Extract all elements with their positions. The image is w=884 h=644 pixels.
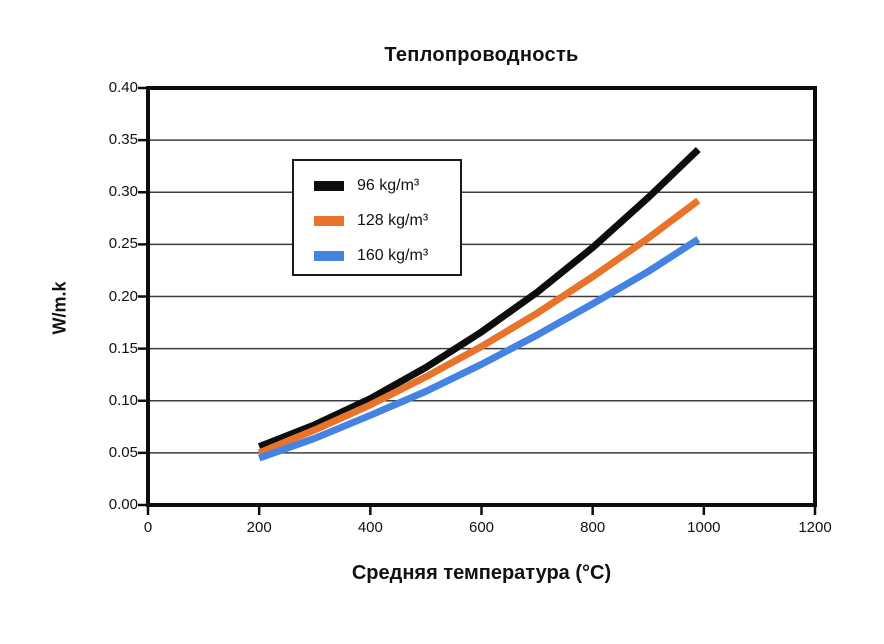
y-tick-label: 0.25 — [108, 235, 138, 253]
legend-row: 96 kg/m³ — [294, 168, 460, 203]
x-tick-label: 1000 — [687, 519, 721, 536]
y-tick-label: 0.05 — [108, 443, 138, 461]
legend-swatch-icon — [314, 250, 344, 261]
legend-label: 96 kg/m³ — [357, 176, 420, 194]
x-tick-label: 800 — [580, 519, 606, 536]
x-axis-title: Средняя температура (°C) — [351, 562, 612, 584]
x-tick-label: 1200 — [798, 519, 832, 536]
chart-title: Теплопроводность — [384, 44, 579, 66]
x-tick-label: 0 — [143, 519, 153, 536]
x-tick-label: 200 — [246, 519, 272, 536]
x-tick-label: 400 — [357, 519, 383, 536]
series-line-2 — [257, 197, 701, 457]
legend-swatch-icon — [314, 215, 344, 226]
legend-label: 160 kg/m³ — [357, 246, 429, 264]
y-tick-label: 0.30 — [108, 183, 138, 201]
y-tick-label: 0.10 — [108, 391, 138, 409]
legend-row: 128 kg/m³ — [294, 203, 460, 238]
legend: 96 kg/m³ 128 kg/m³ 160 kg/m³ — [292, 159, 462, 276]
y-tick-label: 0.20 — [108, 287, 138, 305]
legend-swatch-icon — [314, 180, 344, 191]
series-line-3 — [258, 236, 701, 462]
legend-label: 128 kg/m³ — [357, 211, 429, 229]
y-tick-label: 0.40 — [108, 79, 138, 96]
series-line-1 — [257, 146, 701, 450]
y-axis-title: W/m.k — [49, 281, 70, 335]
y-tick-label: 0.35 — [108, 131, 138, 149]
y-tick-label: 0.15 — [108, 339, 138, 357]
y-tick-label: 0.00 — [108, 496, 138, 513]
legend-row: 160 kg/m³ — [294, 238, 460, 273]
x-tick-label: 600 — [468, 519, 495, 536]
plot-frame — [146, 86, 817, 507]
